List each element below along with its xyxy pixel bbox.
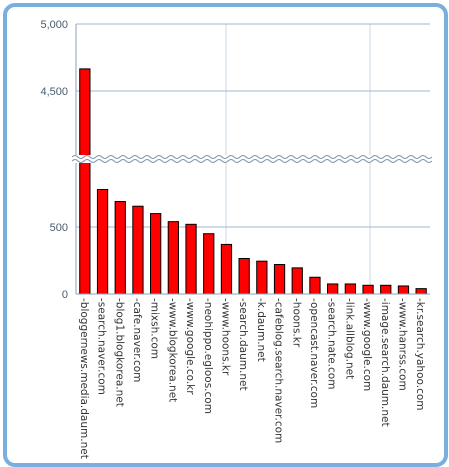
x-tick-label: -blog1.blogkorea.net [113, 298, 125, 407]
bar [327, 283, 339, 295]
bar [273, 264, 286, 295]
x-tick-label: -search.nate.com [326, 298, 338, 389]
bar [291, 267, 303, 295]
x-tick-label: -www.google.co.kr [184, 298, 196, 395]
y-tick-label: 5,000 [40, 19, 68, 31]
bar [380, 284, 392, 295]
bar [79, 159, 91, 295]
y-tick-label: 500 [50, 222, 68, 234]
bar [362, 284, 374, 295]
x-tick-label: -www.hanrss.com [396, 298, 408, 391]
x-tick-label: -hoons.kr [290, 298, 302, 348]
x-tick-label: -search.naver.com [96, 298, 108, 395]
bar [397, 285, 410, 295]
y-tick-label: 4,500 [40, 86, 68, 98]
x-tick-label: -www.blogkorea.net [166, 298, 178, 402]
bar [238, 257, 250, 295]
y-tick-label: 0 [62, 289, 68, 301]
x-tick-label: -search.daum.net [237, 298, 249, 391]
x-tick-label: -opencast.naver.com [308, 298, 320, 408]
bar [96, 188, 109, 295]
bar-upper-segment [79, 68, 91, 159]
axis-break-band [72, 155, 434, 163]
bar [220, 243, 233, 295]
bar [415, 288, 427, 295]
bar [203, 233, 215, 295]
bar [167, 221, 179, 295]
x-tick-label: -cafe.naver.com [131, 298, 143, 382]
bar [114, 201, 126, 295]
x-tick-label: -bloggernews.media.daum.net [78, 298, 90, 459]
x-tick-label: -image.search.daum.net [379, 298, 391, 427]
bar [132, 205, 144, 295]
bar [309, 276, 321, 295]
x-tick-label: -www.hoons.kr [219, 298, 231, 376]
axis-break-line [71, 155, 433, 159]
bar [150, 213, 162, 295]
x-tick-label: -link.allblog.net [343, 298, 355, 379]
x-tick-label: -k.daum.net [255, 298, 267, 362]
axis-break-line [71, 159, 433, 163]
bar [185, 223, 197, 295]
x-tick-label: -www.google.com [361, 298, 373, 391]
bar [344, 283, 356, 295]
x-tick-label: -neohippo.egloos.com [202, 298, 214, 414]
x-tick-label: -kr.search.yahoo.com [414, 298, 426, 411]
bar [256, 260, 268, 295]
x-tick-label: -mixsh.com [149, 298, 161, 359]
x-tick-label: -cafeblog.search.naver.com [273, 298, 285, 443]
